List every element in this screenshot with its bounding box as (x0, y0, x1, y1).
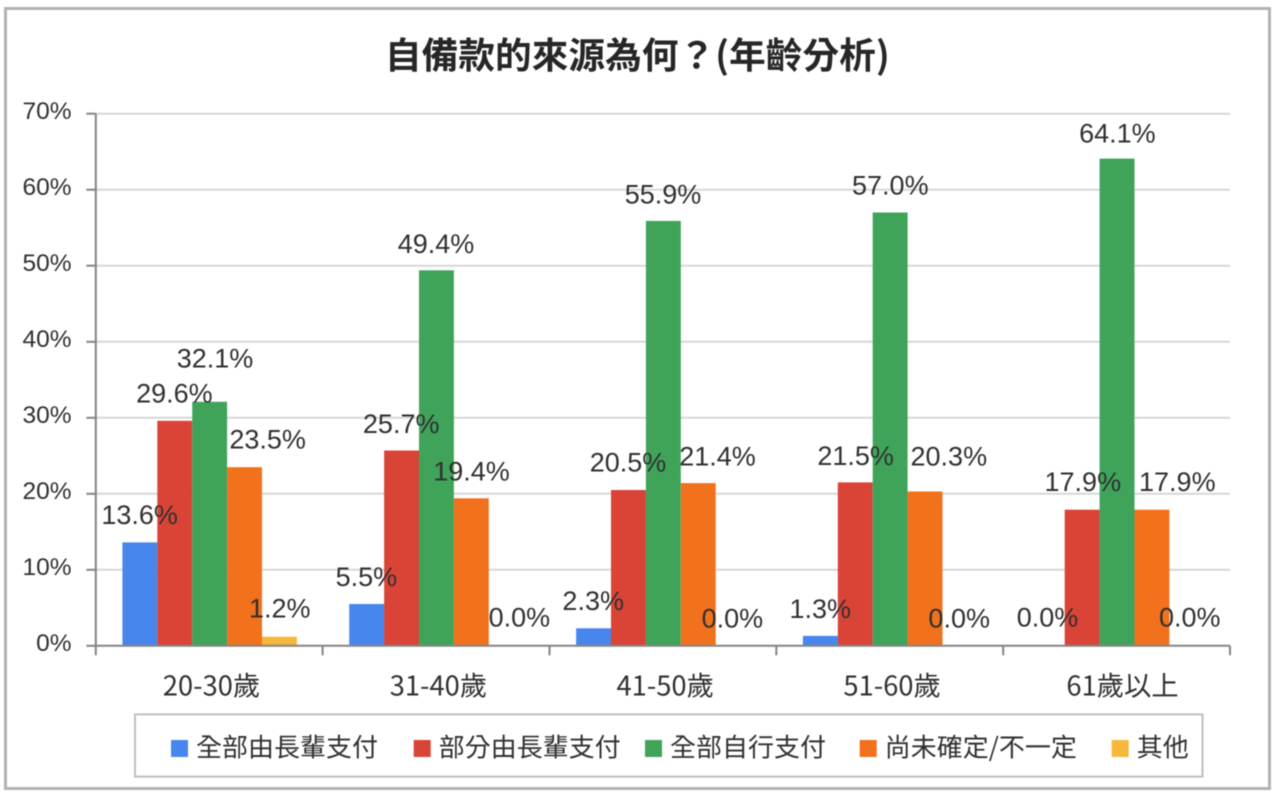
svg-text:10%: 10% (22, 554, 71, 581)
svg-text:49.4%: 49.4% (398, 229, 475, 259)
svg-text:17.9%: 17.9% (1045, 467, 1122, 497)
svg-text:50%: 50% (22, 250, 71, 277)
svg-text:1.3%: 1.3% (790, 594, 852, 624)
svg-text:25.7%: 25.7% (363, 409, 440, 439)
svg-text:57.0%: 57.0% (852, 171, 929, 201)
svg-text:23.5%: 23.5% (229, 424, 306, 454)
svg-text:20.3%: 20.3% (911, 442, 988, 472)
svg-text:13.6%: 13.6% (101, 500, 178, 530)
svg-text:0.0%: 0.0% (702, 603, 764, 633)
svg-text:70%: 70% (22, 98, 71, 125)
svg-text:64.1%: 64.1% (1079, 119, 1156, 149)
svg-text:0.0%: 0.0% (1159, 602, 1221, 632)
svg-text:21.4%: 21.4% (679, 442, 756, 472)
svg-text:20%: 20% (22, 478, 71, 505)
svg-text:19.4%: 19.4% (433, 456, 510, 486)
svg-text:60%: 60% (22, 174, 71, 201)
svg-text:17.9%: 17.9% (1139, 467, 1216, 497)
svg-text:20.5%: 20.5% (590, 448, 667, 478)
svg-text:5.5%: 5.5% (336, 562, 398, 592)
svg-text:30%: 30% (22, 402, 71, 429)
svg-text:55.9%: 55.9% (625, 179, 702, 209)
svg-text:40%: 40% (22, 326, 71, 353)
svg-text:0.0%: 0.0% (928, 603, 990, 633)
svg-text:0.0%: 0.0% (489, 603, 551, 633)
svg-text:21.5%: 21.5% (817, 441, 894, 471)
svg-text:1.2%: 1.2% (249, 593, 311, 623)
svg-text:29.6%: 29.6% (136, 378, 213, 408)
svg-text:2.3%: 2.3% (562, 586, 624, 616)
svg-text:32.1%: 32.1% (177, 343, 254, 373)
svg-text:0.0%: 0.0% (1017, 602, 1079, 632)
svg-text:0%: 0% (36, 630, 71, 657)
